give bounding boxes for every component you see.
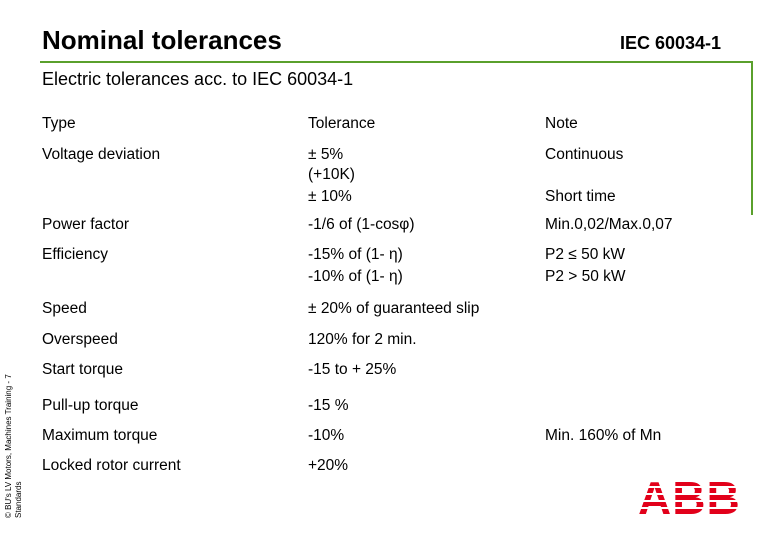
row-note: Min. 160% of Mn [545, 427, 662, 444]
row-tolerance: -10% [308, 427, 345, 444]
row-type: Start torque [42, 361, 123, 378]
column-header: Type [42, 115, 76, 132]
row-tolerance: ± 5% [308, 146, 344, 163]
row-type: Pull-up torque [42, 397, 139, 414]
row-tolerance: -10% of (1- η) [308, 268, 403, 285]
row-tolerance: -15 % [308, 397, 349, 414]
row-note: Short time [545, 188, 616, 205]
row-tolerance: +20% [308, 457, 349, 474]
row-tolerance: 120% for 2 min. [308, 331, 417, 348]
row-tolerance: -15% of (1- η) [308, 246, 403, 263]
row-type: Efficiency [42, 246, 109, 263]
row-tolerance: (+10K) [308, 166, 355, 183]
subtitle: Electric tolerances acc. to IEC 60034-1 [42, 69, 354, 89]
rule [751, 61, 753, 215]
column-header: Note [545, 115, 578, 132]
row-type: Maximum torque [42, 427, 158, 444]
rule [40, 61, 753, 63]
logo: ABB [638, 472, 741, 524]
row-tolerance: -1/6 of (1-cosφ) [308, 216, 415, 233]
row-tolerance: -15 to + 25% [308, 361, 397, 378]
standard: IEC 60034-1 [620, 33, 722, 53]
row-tolerance: ± 10% [308, 188, 352, 205]
row-type: Voltage deviation [42, 146, 161, 163]
title: Nominal tolerances [42, 25, 282, 55]
row-note: P2 > 50 kW [545, 268, 626, 285]
row-note: Continuous [545, 146, 624, 163]
column-header: Tolerance [308, 115, 376, 132]
side-note: © BU's LV Motors, Machines Training - 7 [4, 374, 13, 518]
row-type: Overspeed [42, 331, 118, 348]
row-note: Min.0,02/Max.0,07 [545, 216, 673, 233]
side-note: Standards [14, 481, 23, 518]
row-type: Power factor [42, 216, 130, 233]
row-type: Locked rotor current [42, 457, 181, 474]
row-tolerance: ± 20% of guaranteed slip [308, 300, 480, 317]
row-type: Speed [42, 300, 87, 317]
row-note: P2 ≤ 50 kW [545, 246, 626, 263]
